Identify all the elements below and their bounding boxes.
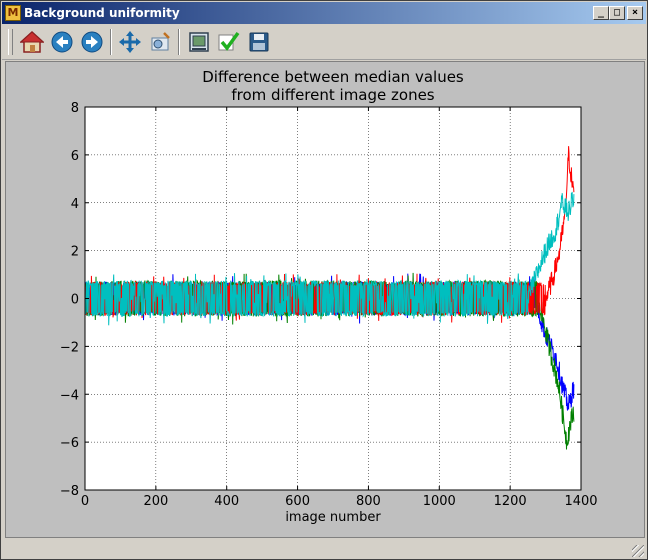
x-tick-label: 1200 [494,494,527,509]
app-icon: M [5,5,21,21]
x-axis-label: image number [285,510,381,525]
toolbar-separator [178,29,180,55]
back-button[interactable] [48,28,76,56]
x-tick-label: 200 [143,494,168,509]
x-tick-label: 400 [214,494,239,509]
x-tick-label: 0 [81,494,89,509]
status-bar [2,539,646,559]
x-tick-label: 800 [356,494,381,509]
minimize-button[interactable]: _ [593,6,609,20]
chart-title-line-2: from different image zones [231,86,434,104]
x-tick-label: 1400 [564,494,597,509]
home-icon [20,30,44,53]
y-tick-label: 0 [71,293,79,308]
figure-canvas[interactable]: Difference between median values from di… [5,61,645,538]
line-chart[interactable]: Difference between median values from di… [6,62,644,537]
x-tick-label: 600 [285,494,310,509]
save-button[interactable] [245,28,273,56]
y-tick-label: −6 [60,436,79,451]
save-icon [249,32,269,52]
check-icon [218,31,240,51]
forward-button[interactable] [78,28,106,56]
home-button[interactable] [18,28,46,56]
navigation-toolbar [2,25,646,60]
check-button[interactable] [215,28,243,56]
zoom-icon [151,32,170,51]
toolbar-separator [110,29,112,55]
maximize-button[interactable]: □ [609,6,625,20]
toolbar-grip[interactable] [8,29,13,55]
window-title: Background uniformity [24,6,180,20]
close-button[interactable]: × [627,6,643,20]
chart-title-line-1: Difference between median values [202,68,464,86]
subplots-icon [189,32,209,52]
x-tick-label: 1000 [423,494,456,509]
y-tick-label: 4 [71,197,79,212]
grid-lines [85,107,581,490]
y-tick-label: 8 [71,101,79,116]
title-bar[interactable]: M Background uniformity _ □ × [2,2,646,24]
zoom-button[interactable] [146,28,174,56]
y-tick-label: −2 [60,340,79,355]
axis-ticks: 0 200 400 600 800 1000 1200 1400 −8 −6 −4 −2 0 2 4 6 8 [60,101,598,509]
forward-arrow-icon [81,31,103,53]
back-arrow-icon [51,31,73,53]
y-tick-label: −4 [60,388,79,403]
subplots-button[interactable] [185,28,213,56]
pan-button[interactable] [116,28,144,56]
series-line-4 [84,191,575,326]
y-tick-label: −8 [60,484,79,499]
y-tick-label: 6 [71,149,79,164]
y-tick-label: 2 [71,245,79,260]
series-layer [84,146,575,450]
pan-icon [119,31,141,53]
resize-grip[interactable] [632,545,644,557]
